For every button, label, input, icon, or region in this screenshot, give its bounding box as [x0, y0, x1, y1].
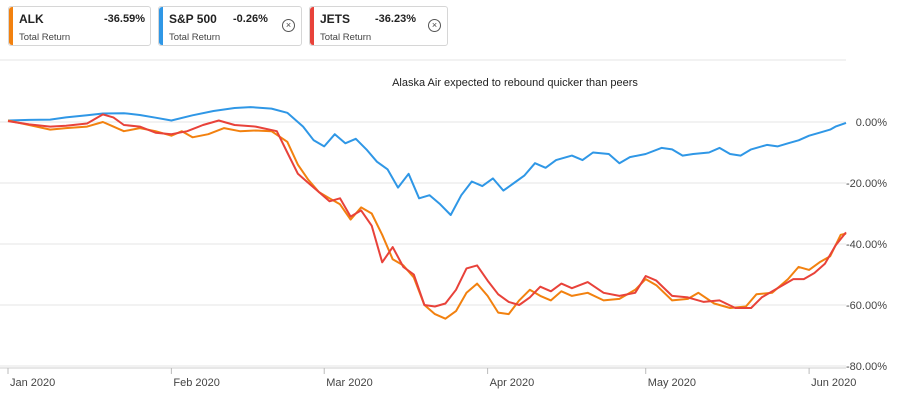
legend-card-jets[interactable]: JETS -36.23% Total Return × [309, 6, 448, 46]
x-tick-label: Mar 2020 [326, 377, 372, 389]
legend-subtitle: Total Return [19, 32, 71, 43]
y-axis: 0.00% -20.00% -40.00% -60.00% -80.00% [846, 117, 887, 373]
chart-title: Alaska Air expected to rebound quicker t… [392, 77, 638, 89]
legend-color-bar [9, 7, 13, 45]
series-line-jets [7, 113, 847, 309]
legend-value: -36.23% [375, 13, 416, 25]
remove-series-icon[interactable]: × [428, 19, 441, 32]
x-axis: Jan 2020 Feb 2020 Mar 2020 Apr 2020 May 2020… [0, 367, 856, 389]
y-tick-label: -20.00% [846, 178, 887, 190]
x-tick-label: Jun 2020 [811, 377, 856, 389]
series-line-s-p-500 [7, 106, 847, 216]
x-tick-label: May 2020 [648, 377, 696, 389]
legend-ticker: JETS [320, 12, 351, 26]
legend-value: -36.59% [104, 13, 145, 25]
legend-ticker: ALK [19, 12, 44, 26]
x-tick-label: Jan 2020 [10, 377, 55, 389]
series-lines [7, 106, 847, 320]
legend-color-bar [159, 7, 163, 45]
gridlines [0, 59, 846, 367]
legend-ticker: S&P 500 [169, 12, 217, 26]
legend-color-bar [310, 7, 314, 45]
y-tick-label: 0.00% [856, 117, 887, 129]
x-tick-label: Feb 2020 [173, 377, 219, 389]
legend-card-s-p-500[interactable]: S&P 500 -0.26% Total Return × [158, 6, 302, 46]
x-tick-label: Apr 2020 [490, 377, 535, 389]
legend-value: -0.26% [233, 13, 268, 25]
remove-series-icon[interactable]: × [282, 19, 295, 32]
legend-subtitle: Total Return [320, 32, 372, 43]
legend-card-alk[interactable]: ALK -36.59% Total Return [8, 6, 151, 46]
y-tick-label: -60.00% [846, 300, 887, 312]
legend-subtitle: Total Return [169, 32, 221, 43]
y-tick-label: -80.00% [846, 361, 887, 373]
series-line-alk [7, 119, 847, 320]
y-tick-label: -40.00% [846, 239, 887, 251]
